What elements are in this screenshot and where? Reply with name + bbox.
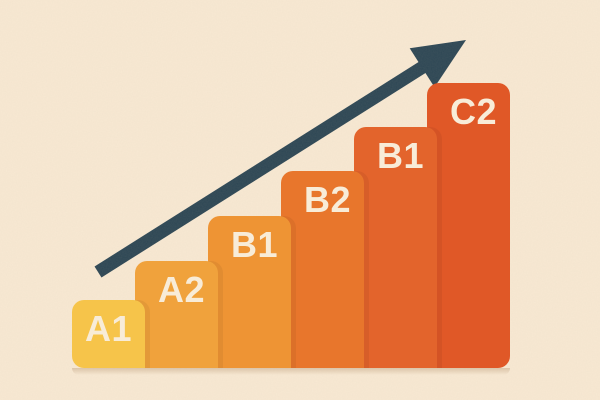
bar-label: A1 (84, 308, 133, 349)
bar-label: A2 (157, 269, 206, 310)
bar-1-a1: A1 (72, 300, 145, 368)
bar-label: B1 (230, 224, 279, 265)
baseline-shadow (72, 368, 510, 375)
bar-label: B1 (376, 135, 425, 176)
bar-4-b2: B2 (281, 171, 364, 368)
bars-row: A1 A2 B1 B2 B1 C2 (72, 0, 510, 368)
bar-2-a2: A2 (135, 261, 218, 368)
bar-6-c2: C2 (427, 83, 510, 368)
bar-3-b1: B1 (208, 216, 291, 368)
bar-label: C2 (449, 91, 498, 132)
bar-5-b1: B1 (354, 127, 437, 368)
bar-label: B2 (303, 179, 352, 220)
